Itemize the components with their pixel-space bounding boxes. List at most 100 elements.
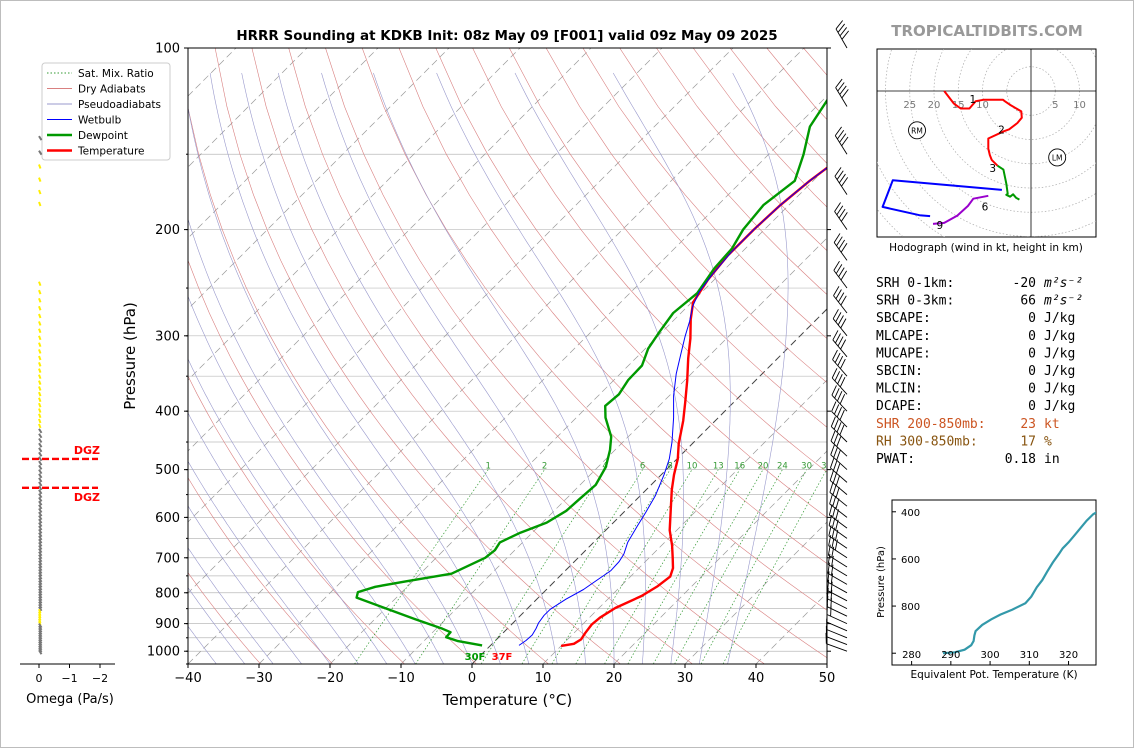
wind-barb-flag — [830, 573, 834, 585]
wind-barb — [834, 126, 849, 155]
x-tick-label: −30 — [245, 671, 272, 686]
pseudoadiabat-line — [436, 72, 646, 664]
omega-tick-label: −1 — [61, 672, 77, 685]
omega-bar — [38, 489, 43, 495]
wind-barb-flag — [829, 493, 834, 505]
param-label: MLCIN: — [876, 382, 923, 397]
omega-bar — [38, 580, 43, 586]
wind-barb-flag — [830, 444, 835, 455]
omega-bar — [38, 464, 43, 470]
pseudoadiabat-line — [188, 547, 274, 664]
mixing-ratio-label: 20 — [758, 462, 769, 472]
wind-barb-staff — [826, 629, 848, 639]
omega-bar — [38, 281, 42, 287]
wind-barb — [833, 260, 848, 289]
omega-bar — [38, 433, 43, 439]
wind-barb-flag — [827, 571, 830, 583]
storm-motion-label: RM — [911, 126, 923, 135]
legend-entry: Dry Adiabats — [78, 83, 146, 95]
y-tick-label: 800 — [155, 586, 180, 601]
wind-barb-flag — [839, 133, 847, 143]
pseudoadiabat-line — [188, 587, 246, 664]
omega-bar — [38, 493, 43, 499]
omega-bar — [38, 627, 43, 633]
skewt-axes-frame — [187, 47, 828, 665]
wind-barb-flag — [831, 385, 837, 396]
hodograph-ring-label: 10 — [976, 100, 989, 111]
y-tick-label: 700 — [155, 551, 180, 566]
wind-barb-flag — [830, 430, 836, 442]
isotherm-line — [188, 48, 663, 523]
wind-barb-staff — [826, 614, 848, 625]
wind-barb-staff — [827, 581, 848, 594]
theta-e-x-tick-label: 290 — [941, 650, 960, 661]
param-value: 23 — [1020, 417, 1036, 432]
wind-barb-flag — [836, 462, 841, 474]
dry-adiabat-line — [188, 259, 477, 664]
mixing-ratio-label: 1 — [485, 462, 490, 472]
chart-title: HRRR Sounding at KDKB Init: 08z May 09 [… — [236, 28, 777, 44]
wind-barb-flag — [835, 20, 844, 30]
pseudoadiabat-line — [321, 72, 586, 664]
omega-bar — [38, 636, 43, 642]
x-tick-label: 10 — [535, 671, 552, 686]
wind-barb-flag — [837, 23, 846, 33]
hodograph-frame — [876, 48, 1097, 238]
param-value: 17 — [1020, 434, 1036, 449]
omega-bar — [38, 447, 43, 453]
x-tick-label: 0 — [468, 671, 476, 686]
wind-barb-flag — [836, 449, 841, 461]
x-tick-label: −40 — [174, 671, 201, 686]
y-tick-label: 100 — [155, 42, 180, 57]
hodograph-ring-label: 25 — [903, 100, 916, 111]
pseudoadiabat-line — [188, 358, 388, 664]
wind-barb — [830, 416, 848, 443]
isotherm-line — [542, 379, 827, 664]
theta-e-y-tick-label: 400 — [901, 508, 920, 519]
y-tick-label: 1000 — [147, 645, 180, 660]
param-unit: J/kg — [1044, 364, 1075, 379]
wind-barb-flag — [835, 486, 840, 498]
parameter-table: SRH 0-1km: -20 m²s⁻² SRH 0-3km: 66 m²s⁻² SBCAP… — [876, 276, 1083, 467]
hodograph-ring-label: 15 — [952, 100, 965, 111]
omega-bar — [38, 355, 42, 361]
y-tick-label: 300 — [155, 329, 180, 344]
omega-bar — [38, 645, 43, 651]
legend-entry: Pseudoadiabats — [78, 99, 161, 111]
wind-barb — [834, 202, 848, 230]
wind-barb-flag — [841, 89, 849, 99]
wind-barb — [829, 457, 848, 483]
wind-barb-staff — [835, 87, 848, 107]
wind-barb-flag — [835, 475, 841, 486]
wind-barb-flag — [835, 312, 842, 323]
param-label: MUCAPE: — [876, 346, 931, 361]
hodograph-segment-6-9km — [932, 194, 989, 225]
omega-bar — [38, 397, 42, 403]
legend-entry: Sat. Mix. Ratio — [78, 68, 154, 80]
wind-barb-staff — [826, 621, 848, 632]
theta-e-x-tick-label: 320 — [1059, 650, 1078, 661]
mixing-ratio-line — [722, 469, 827, 664]
omega-bar — [38, 418, 42, 424]
param-label: PWAT: — [876, 452, 915, 467]
wind-barb-flag — [836, 422, 842, 433]
wind-barb-staff — [829, 480, 848, 495]
omega-bar — [38, 641, 43, 647]
hodograph-ring-label: 10 — [1073, 100, 1086, 111]
param-unit: kt — [1044, 417, 1060, 432]
dry-adiabat-line — [251, 48, 693, 664]
wind-barb-flag — [841, 136, 849, 147]
wind-barb-flag — [829, 481, 834, 493]
omega-bar — [38, 638, 43, 644]
omega-bar — [38, 643, 43, 649]
y-tick-label: 400 — [155, 405, 180, 420]
omega-bar — [38, 342, 42, 348]
wind-barb-staff — [826, 643, 848, 652]
wind-barb-flag — [833, 233, 841, 243]
wind-barb-flag — [832, 309, 839, 319]
wind-barb-flag — [835, 333, 841, 344]
wind-barb-flag — [834, 126, 842, 136]
hodograph-ring-label: 20 — [928, 100, 941, 111]
